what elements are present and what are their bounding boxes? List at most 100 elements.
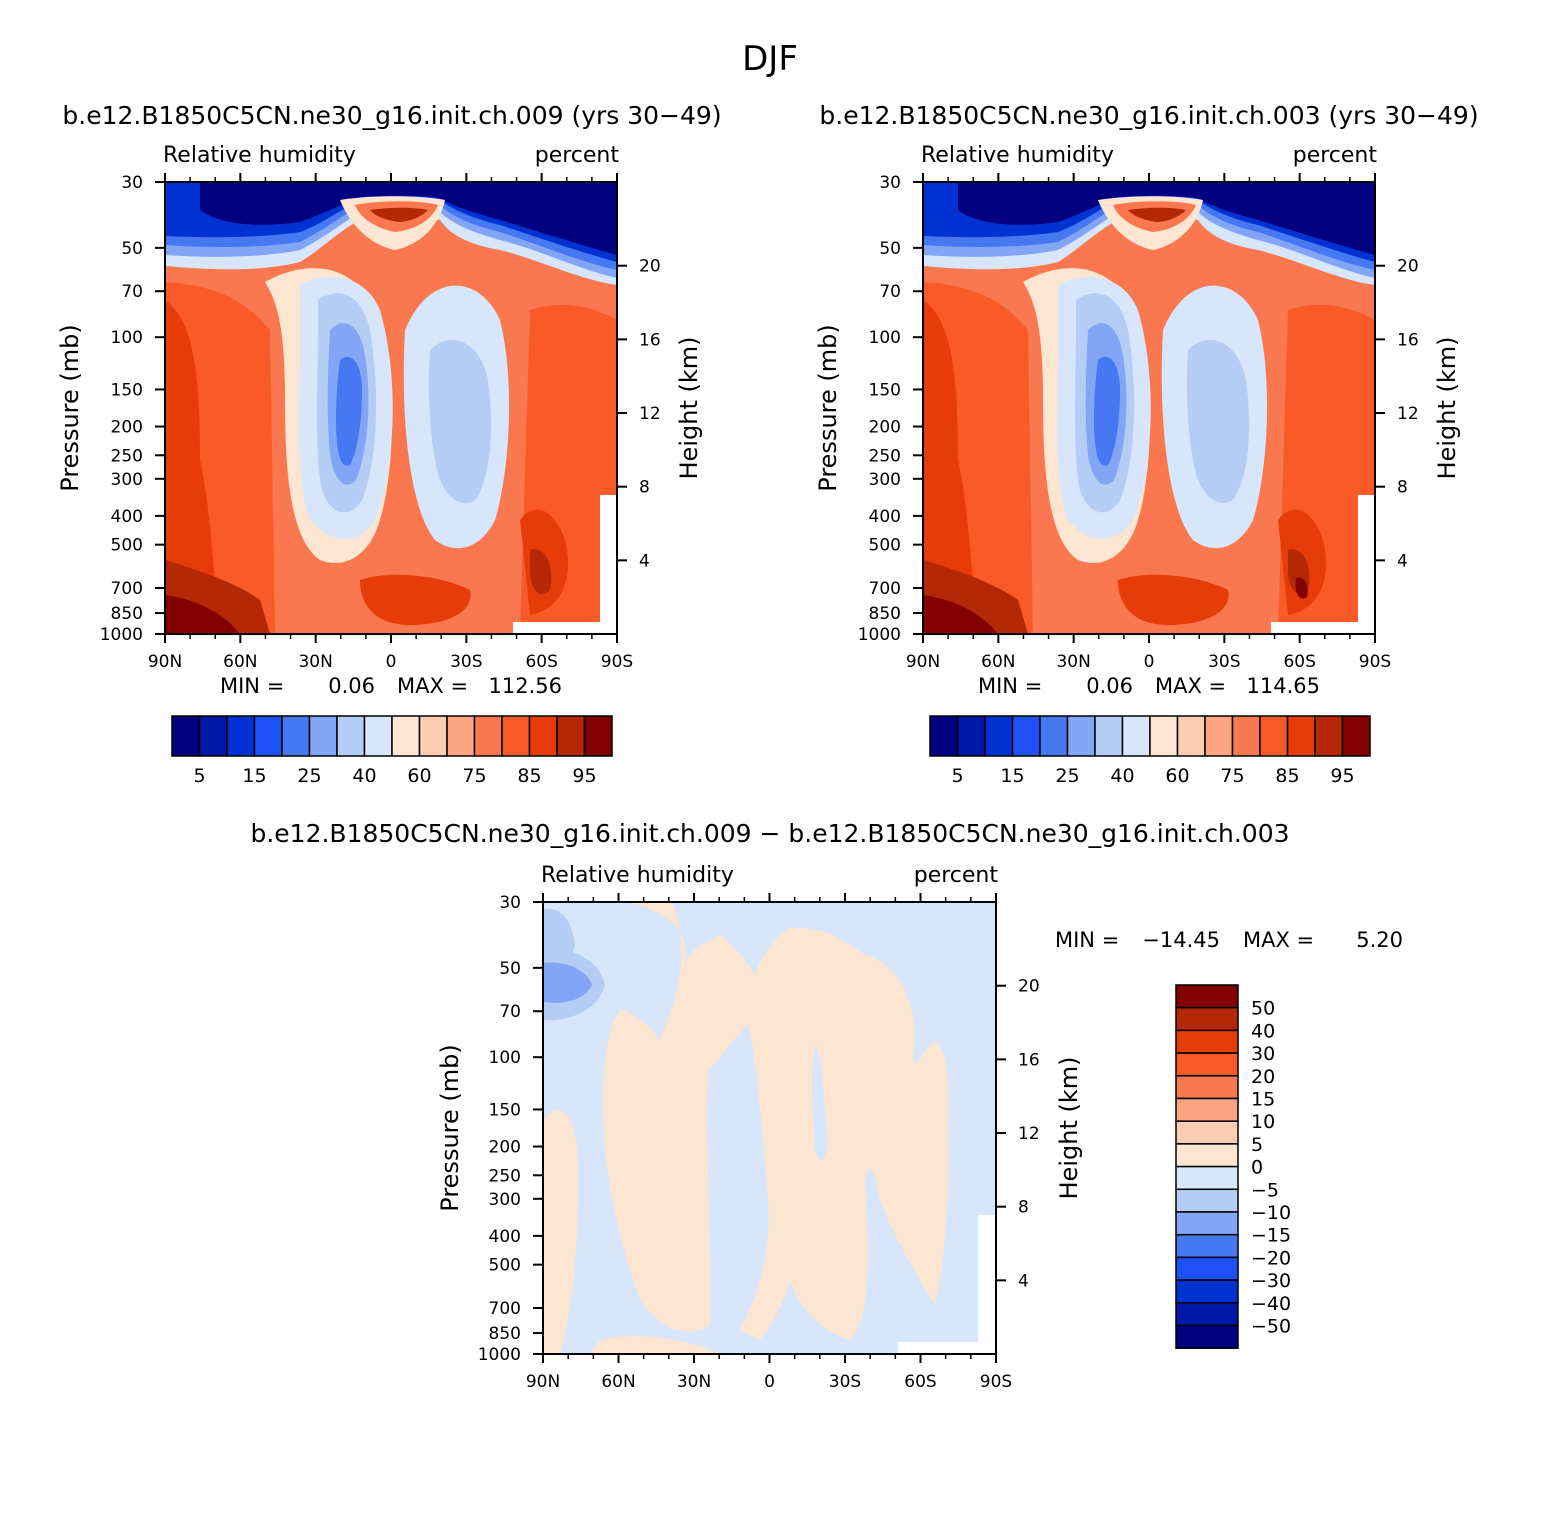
colorbar-label: 60 (407, 765, 431, 787)
y-tick-label: 300 (869, 470, 901, 490)
colorbar-label: 5 (193, 765, 205, 787)
x-tick-label: 90S (980, 1372, 1012, 1392)
colorbar-box (1175, 1052, 1239, 1077)
y2-tick-label: 8 (1018, 1198, 1029, 1218)
max-value: 112.56 (489, 674, 562, 698)
rh-field (165, 182, 617, 634)
min-value: 0.06 (1086, 674, 1133, 698)
y2-tick-label: 8 (1397, 478, 1408, 498)
contour-band (543, 962, 592, 1003)
colorbar-label: 20 (1251, 1066, 1275, 1088)
y-tick-label: 250 (489, 1166, 521, 1186)
colorbar-box (1341, 715, 1371, 757)
contour-band (336, 356, 362, 466)
colorbar-box (1175, 1233, 1239, 1259)
min-label: MIN = (978, 674, 1042, 698)
x-tick-label: 60N (601, 1372, 635, 1392)
y-tick-label: 50 (121, 239, 143, 259)
colorbar-label: 5 (951, 765, 963, 787)
y2-tick-label: 4 (1397, 551, 1408, 571)
y2-tick-label: 12 (639, 404, 661, 424)
x-tick-label: 30N (677, 1372, 711, 1392)
y-tick-label: 150 (489, 1100, 521, 1120)
x-tick-label: 60S (1283, 652, 1315, 672)
y-tick-label: 850 (869, 604, 901, 624)
y-tick-label: 700 (869, 579, 901, 599)
colorbar-box (473, 715, 503, 757)
y-tick-label: 200 (869, 418, 901, 438)
colorbar-label: 95 (1330, 765, 1354, 787)
x-tick-label: 30S (829, 1372, 861, 1392)
contour-band (923, 300, 983, 634)
y2-tick-label: 12 (1018, 1124, 1040, 1144)
contour-band (603, 902, 949, 1340)
colorbar-box (1011, 715, 1041, 757)
colorbar-box (1204, 715, 1234, 757)
panel-title: b.e12.B1850C5CN.ne30_g16.init.ch.009 (yr… (62, 101, 721, 130)
max-label: MAX = (397, 674, 468, 698)
y2-axis-label: Height (km) (1433, 337, 1461, 480)
contour-band (200, 182, 617, 255)
y-axis-label: Pressure (mb) (814, 324, 842, 491)
colorbar-box (1094, 715, 1124, 757)
colorbar-box (1175, 1097, 1239, 1122)
colorbar-label: −50 (1251, 1316, 1291, 1338)
colorbar-label: −30 (1251, 1270, 1291, 1292)
colorbar-label: 25 (297, 765, 321, 787)
contour-band (1128, 207, 1186, 222)
min-label: MIN = (1055, 928, 1119, 952)
missing-data (1271, 622, 1375, 634)
min-value: −14.45 (1142, 928, 1220, 952)
x-tick-label: 60N (981, 652, 1015, 672)
colorbar-box (1175, 1143, 1239, 1168)
contour-band (543, 1110, 579, 1354)
colorbar-label: 60 (1165, 765, 1189, 787)
contour-band (165, 300, 225, 634)
max-label: MAX = (1155, 674, 1226, 698)
contour-band (1186, 340, 1250, 504)
y-tick-label: 150 (111, 380, 143, 400)
colorbar-box (418, 715, 448, 757)
y2-tick-label: 20 (1397, 257, 1419, 277)
right-string: percent (1293, 143, 1378, 168)
y-tick-label: 30 (879, 173, 901, 193)
y-axis-label: Pressure (mb) (56, 324, 84, 491)
figure-title: DJF (742, 39, 798, 79)
colorbar-label: −20 (1251, 1247, 1291, 1269)
x-tick-label: 60S (525, 652, 557, 672)
colorbar-box (253, 715, 283, 757)
colorbar-box (501, 715, 531, 757)
colorbar-box (1175, 1075, 1239, 1100)
x-tick-label: 90S (601, 652, 633, 672)
colorbar-label: 15 (1251, 1089, 1275, 1111)
y-tick-label: 700 (489, 1299, 521, 1319)
y2-tick-label: 20 (1018, 977, 1040, 997)
contour-band (428, 340, 492, 504)
x-tick-label: 30N (1056, 652, 1090, 672)
y-tick-label: 850 (489, 1324, 521, 1344)
colorbar-label: 75 (1220, 765, 1244, 787)
missing-data (978, 1215, 996, 1345)
min-label: MIN = (220, 674, 284, 698)
colorbar-label: 95 (572, 765, 596, 787)
colorbar-box (1175, 1302, 1239, 1327)
missing-data (1358, 495, 1375, 625)
rh-field (923, 182, 1375, 634)
y-tick-label: 100 (869, 328, 901, 348)
x-tick-label: 90N (148, 652, 182, 672)
y-tick-label: 50 (499, 959, 521, 979)
y-tick-label: 70 (879, 282, 901, 302)
contour-band (1118, 574, 1229, 625)
panel-difference: b.e12.B1850C5CN.ne30_g16.init.ch.009 − b… (250, 819, 1403, 1392)
y-tick-label: 250 (111, 446, 143, 466)
colorbar-label: −40 (1251, 1293, 1291, 1315)
y-tick-label: 400 (869, 507, 901, 527)
colorbar-label: 85 (1275, 765, 1299, 787)
y2-tick-label: 20 (639, 257, 661, 277)
y-tick-label: 200 (489, 1138, 521, 1158)
colorbar-box (391, 715, 421, 757)
colorbar-box (1175, 1165, 1239, 1191)
right-string: percent (914, 863, 999, 888)
colorbar-box (1175, 1029, 1239, 1054)
